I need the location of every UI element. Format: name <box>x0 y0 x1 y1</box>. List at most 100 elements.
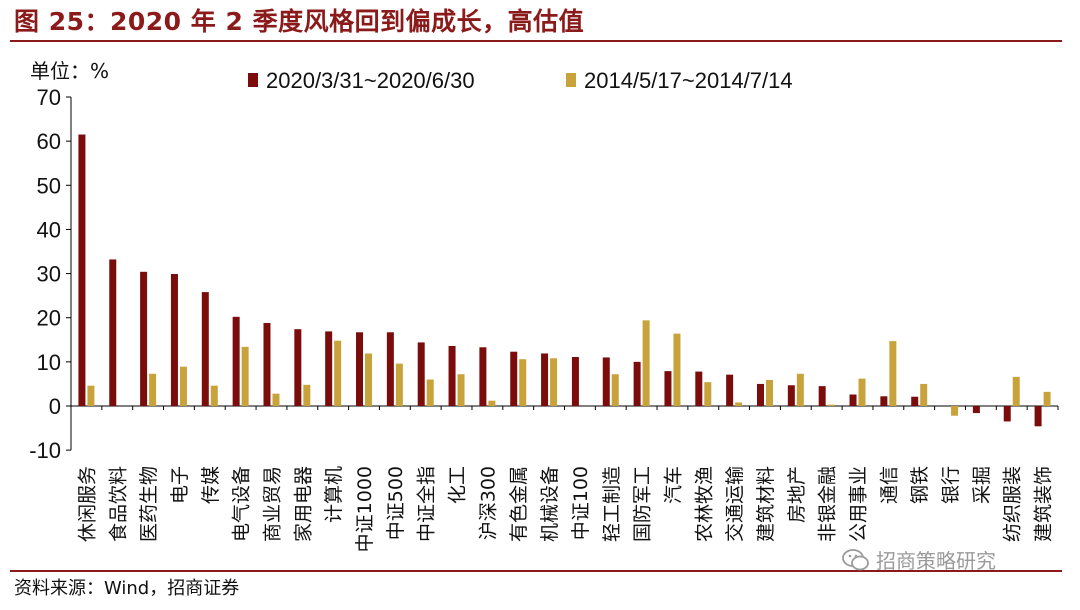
x-category-label: 房地产 <box>786 466 808 523</box>
bar-series-2 <box>673 333 681 406</box>
y-tick-label: 10 <box>37 350 61 375</box>
y-tick-label: 40 <box>37 217 61 242</box>
bar-series-1 <box>294 329 302 406</box>
x-category-label: 电气设备 <box>231 466 253 542</box>
watermark-text: 招商策略研究 <box>876 549 996 573</box>
y-tick-label: 0 <box>49 394 61 419</box>
bar-series-1 <box>726 374 734 406</box>
x-category-label: 中证100 <box>570 466 592 540</box>
bar-series-2 <box>303 384 311 406</box>
bar-series-1 <box>695 371 703 406</box>
x-category-label: 非银金融 <box>817 466 839 542</box>
bar-series-2 <box>920 383 928 406</box>
y-tick-label: 30 <box>37 262 61 287</box>
wechat-icon <box>842 548 869 570</box>
footer-divider <box>10 570 1062 572</box>
bar-series-2 <box>87 385 95 406</box>
x-category-label: 交通运输 <box>724 466 746 542</box>
x-category-label: 食品饮料 <box>107 466 129 542</box>
watermark: 招商策略研究 <box>842 545 996 574</box>
x-category-label: 通信 <box>878 466 900 504</box>
bar-series-1 <box>756 383 764 406</box>
x-category-label: 中证1000 <box>354 466 376 552</box>
bar-series-1 <box>818 386 826 406</box>
bar-series-2 <box>241 346 249 406</box>
bar-series-1 <box>849 394 857 406</box>
bar-series-2 <box>796 373 804 406</box>
bar-series-1 <box>664 371 672 406</box>
bar-series-1 <box>787 385 795 406</box>
bar-series-1 <box>170 274 178 406</box>
x-category-label: 中证全指 <box>416 466 438 542</box>
x-category-label: 医药生物 <box>138 466 160 542</box>
bar-series-1 <box>1003 406 1011 422</box>
bar-series-1 <box>325 331 333 406</box>
bar-series-2 <box>457 374 465 406</box>
x-category-label: 计算机 <box>323 466 345 523</box>
legend-label-2: 2014/5/17~2014/7/14 <box>584 68 793 93</box>
x-category-label: 纺织服装 <box>1002 466 1024 542</box>
y-tick-label: 20 <box>37 306 61 331</box>
bar-series-1 <box>880 396 888 406</box>
title-divider <box>10 40 1062 42</box>
x-category-label: 建筑装饰 <box>1033 466 1055 542</box>
bar-series-1 <box>972 406 980 414</box>
bar-series-2 <box>735 402 743 406</box>
bar-series-2 <box>426 379 434 406</box>
bar-series-2 <box>365 353 373 406</box>
source-note: 资料来源：Wind，招商证券 <box>14 578 240 599</box>
x-category-label: 沪深300 <box>477 466 499 540</box>
legend-swatch-2 <box>566 73 576 87</box>
x-category-label: 建筑材料 <box>755 466 777 542</box>
x-category-label: 电子 <box>169 466 191 504</box>
bar-series-1 <box>448 345 456 406</box>
x-category-label: 机械设备 <box>539 466 561 542</box>
bar-series-1 <box>386 332 394 406</box>
bar-series-2 <box>889 341 897 406</box>
x-category-label: 化工 <box>447 466 469 504</box>
legend-swatch-1 <box>248 73 258 87</box>
bar-series-1 <box>356 332 364 406</box>
figure-title: 图 25：2020 年 2 季度风格回到偏成长，高估值 <box>14 7 585 36</box>
bar-series-2 <box>334 340 342 406</box>
bar-series-2 <box>519 359 527 406</box>
bar-series-2 <box>272 393 280 406</box>
bar-series-2 <box>1043 391 1051 406</box>
bar-series-1 <box>417 342 425 406</box>
bar-series-1 <box>541 353 549 406</box>
y-tick-label: -10 <box>29 438 61 463</box>
bar-series-1 <box>140 271 148 406</box>
legend-label-1: 2020/3/31~2020/6/30 <box>266 68 475 93</box>
bar-series-1 <box>571 357 579 406</box>
bar-series-2 <box>210 385 218 406</box>
bar-series-1 <box>232 316 240 406</box>
x-category-label: 休闲服务 <box>76 466 98 542</box>
unit-label: 单位：% <box>30 59 109 83</box>
bar-series-1 <box>510 351 518 406</box>
bar-series-1 <box>479 347 487 406</box>
bar-series-2 <box>704 382 712 406</box>
x-category-label: 中证500 <box>385 466 407 540</box>
x-category-label: 公用事业 <box>848 466 870 542</box>
x-category-label: 银行 <box>940 466 962 504</box>
y-tick-label: 50 <box>37 173 61 198</box>
bar-series-1 <box>201 292 209 406</box>
bar-series-2 <box>179 366 187 406</box>
bar-series-2 <box>550 358 558 406</box>
x-category-label: 汽车 <box>662 466 684 504</box>
bar-series-2 <box>611 374 619 406</box>
bar-series-2 <box>827 404 835 406</box>
bar-series-2 <box>488 400 496 406</box>
bar-series-2 <box>858 378 866 406</box>
bar-series-1 <box>602 357 610 406</box>
bar-series-1 <box>911 396 919 406</box>
bar-chart: 单位：% 2020/3/31~2020/6/30 2014/5/17~2014/7/… <box>29 59 1059 552</box>
y-tick-label: 70 <box>37 85 61 110</box>
x-category-label: 有色金属 <box>508 466 530 542</box>
bar-series-1 <box>109 259 117 406</box>
bar-series-1 <box>1034 406 1042 427</box>
bar-series-2 <box>395 363 403 406</box>
bar-series-2 <box>149 373 157 406</box>
x-category-label: 采掘 <box>971 466 993 504</box>
bar-series-2 <box>642 320 650 406</box>
